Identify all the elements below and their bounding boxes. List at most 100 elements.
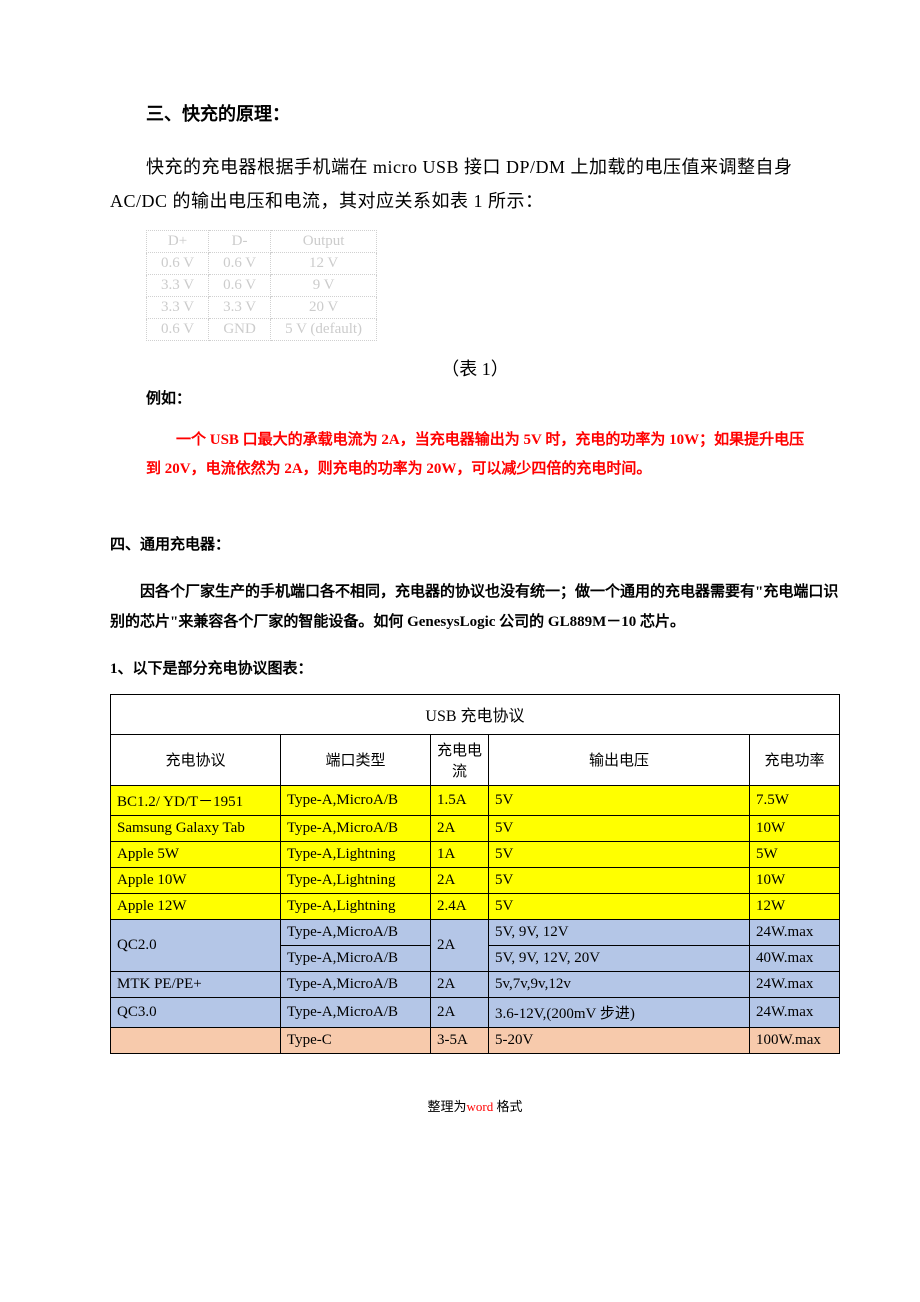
proto-header-protocol: 充电协议 xyxy=(111,734,281,785)
proto-cell: 5W xyxy=(750,841,840,867)
proto-row: Apple 12W Type-A,Lightning 2.4A 5V 12W xyxy=(111,893,840,919)
proto-cell: 5v,7v,9v,12v xyxy=(489,971,750,997)
proto-cell: 3-5A xyxy=(431,1027,489,1053)
section3-heading: 三、快充的原理： xyxy=(110,100,840,126)
proto-cell: MTK PE/PE+ xyxy=(111,971,281,997)
table1-cell: 12 V xyxy=(271,253,377,275)
table1-header-dplus: D+ xyxy=(147,231,209,253)
table1-row: 0.6 V GND 5 V (default) xyxy=(147,319,377,341)
proto-cell: 5V xyxy=(489,841,750,867)
proto-header-voltage: 输出电压 xyxy=(489,734,750,785)
table1-cell: GND xyxy=(209,319,271,341)
proto-cell: 24W.max xyxy=(750,971,840,997)
proto-cell: Apple 12W xyxy=(111,893,281,919)
table1-header-output: Output xyxy=(271,231,377,253)
proto-cell: 5-20V xyxy=(489,1027,750,1053)
proto-cell: Type-A,MicroA/B xyxy=(281,815,431,841)
usb-protocol-table: USB 充电协议 充电协议 端口类型 充电电流 输出电压 充电功率 BC1.2/… xyxy=(110,694,840,1054)
table1-header-dminus: D- xyxy=(209,231,271,253)
section3-paragraph: 快充的充电器根据手机端在 micro USB 接口 DP/DM 上加载的电压值来… xyxy=(110,150,840,218)
proto-cell: 2A xyxy=(431,971,489,997)
proto-cell: 1A xyxy=(431,841,489,867)
proto-cell: 5V xyxy=(489,785,750,815)
proto-row: Apple 10W Type-A,Lightning 2A 5V 10W xyxy=(111,867,840,893)
proto-cell: 1.5A xyxy=(431,785,489,815)
table1-cell: 0.6 V xyxy=(209,253,271,275)
proto-cell: Type-A,Lightning xyxy=(281,867,431,893)
section4-paragraph: 因各个厂家生产的手机端口各不相同，充电器的协议也没有统一；做一个通用的充电器需要… xyxy=(110,578,840,637)
table1-cell: 0.6 V xyxy=(147,253,209,275)
proto-cell: Type-A,Lightning xyxy=(281,841,431,867)
proto-cell: Type-A,MicroA/B xyxy=(281,919,431,945)
proto-row-qc20-a: QC2.0 Type-A,MicroA/B 2A 5V, 9V, 12V 24W… xyxy=(111,919,840,945)
proto-row: Type-C 3-5A 5-20V 100W.max xyxy=(111,1027,840,1053)
proto-cell: 7.5W xyxy=(750,785,840,815)
proto-cell: Apple 5W xyxy=(111,841,281,867)
proto-cell: 5V, 9V, 12V xyxy=(489,919,750,945)
proto-row: Samsung Galaxy Tab Type-A,MicroA/B 2A 5V… xyxy=(111,815,840,841)
table1-cell: 5 V (default) xyxy=(271,319,377,341)
proto-cell: QC3.0 xyxy=(111,997,281,1027)
proto-title-row: USB 充电协议 xyxy=(111,694,840,734)
table1-row: 3.3 V 3.3 V 20 V xyxy=(147,297,377,319)
proto-cell: 2A xyxy=(431,997,489,1027)
proto-cell: 2A xyxy=(431,867,489,893)
proto-cell: Type-A,MicroA/B xyxy=(281,785,431,815)
dp-dm-output-table: D+ D- Output 0.6 V 0.6 V 12 V 3.3 V 0.6 … xyxy=(146,230,377,341)
proto-cell: 5V xyxy=(489,815,750,841)
proto-row: BC1.2/ YD/T－1951 Type-A,MicroA/B 1.5A 5V… xyxy=(111,785,840,815)
table1-caption: （表 1） xyxy=(110,355,840,381)
proto-row: Apple 5W Type-A,Lightning 1A 5V 5W xyxy=(111,841,840,867)
proto-cell: 12W xyxy=(750,893,840,919)
proto-cell: 5V xyxy=(489,867,750,893)
footer-prefix: 整理为 xyxy=(428,1099,467,1114)
table1-cell: 0.6 V xyxy=(147,319,209,341)
proto-row: MTK PE/PE+ Type-A,MicroA/B 2A 5v,7v,9v,1… xyxy=(111,971,840,997)
table1-cell: 3.3 V xyxy=(209,297,271,319)
proto-cell: 2A xyxy=(431,815,489,841)
proto-cell: 24W.max xyxy=(750,919,840,945)
footer-word: word xyxy=(467,1099,494,1114)
proto-cell: BC1.2/ YD/T－1951 xyxy=(111,785,281,815)
table1-container: D+ D- Output 0.6 V 0.6 V 12 V 3.3 V 0.6 … xyxy=(146,230,840,341)
proto-cell: 100W.max xyxy=(750,1027,840,1053)
table1-cell: 20 V xyxy=(271,297,377,319)
proto-header-current: 充电电流 xyxy=(431,734,489,785)
proto-cell xyxy=(111,1027,281,1053)
proto-cell: Type-A,MicroA/B xyxy=(281,945,431,971)
proto-cell: Type-A,MicroA/B xyxy=(281,971,431,997)
page-footer: 整理为word 格式 xyxy=(110,1096,840,1115)
proto-title-cell: USB 充电协议 xyxy=(111,694,840,734)
example-label: 例如： xyxy=(146,387,840,408)
proto-cell: 10W xyxy=(750,867,840,893)
proto-header-power: 充电功率 xyxy=(750,734,840,785)
section4-sub-heading: 1、以下是部分充电协议图表： xyxy=(110,657,840,678)
proto-cell: Type-A,Lightning xyxy=(281,893,431,919)
proto-cell: Apple 10W xyxy=(111,867,281,893)
proto-cell-qc20: QC2.0 xyxy=(111,919,281,971)
proto-cell: 3.6-12V,(200mV 步进) xyxy=(489,997,750,1027)
proto-cell: Samsung Galaxy Tab xyxy=(111,815,281,841)
table1-cell: 3.3 V xyxy=(147,297,209,319)
red-highlight-paragraph: 一个 USB 口最大的承载电流为 2A，当充电器输出为 5V 时，充电的功率为 … xyxy=(146,426,810,483)
section4-heading: 四、通用充电器： xyxy=(110,533,840,554)
proto-cell: 5V xyxy=(489,893,750,919)
proto-header-port: 端口类型 xyxy=(281,734,431,785)
footer-suffix: 格式 xyxy=(493,1099,522,1114)
table1-cell: 3.3 V xyxy=(147,275,209,297)
proto-header-row: 充电协议 端口类型 充电电流 输出电压 充电功率 xyxy=(111,734,840,785)
table1-cell: 0.6 V xyxy=(209,275,271,297)
table1-row: 0.6 V 0.6 V 12 V xyxy=(147,253,377,275)
proto-cell: Type-A,MicroA/B xyxy=(281,997,431,1027)
proto-cell: 10W xyxy=(750,815,840,841)
proto-row: QC3.0 Type-A,MicroA/B 2A 3.6-12V,(200mV … xyxy=(111,997,840,1027)
table1-cell: 9 V xyxy=(271,275,377,297)
table1-header-row: D+ D- Output xyxy=(147,231,377,253)
proto-cell: 24W.max xyxy=(750,997,840,1027)
table1-row: 3.3 V 0.6 V 9 V xyxy=(147,275,377,297)
proto-cell: 2.4A xyxy=(431,893,489,919)
proto-cell: 40W.max xyxy=(750,945,840,971)
proto-cell-qc20-current: 2A xyxy=(431,919,489,971)
proto-cell: Type-C xyxy=(281,1027,431,1053)
proto-cell: 5V, 9V, 12V, 20V xyxy=(489,945,750,971)
